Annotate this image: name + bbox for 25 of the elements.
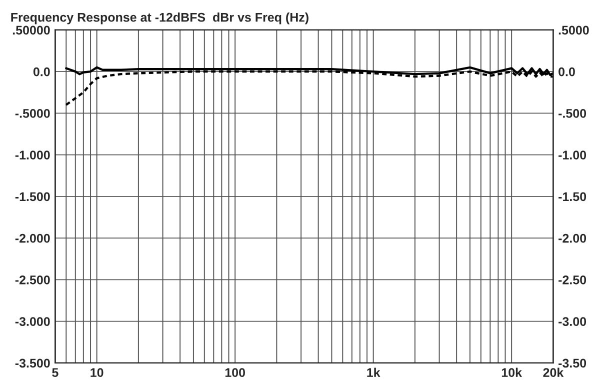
y2-tick-label: -3.00 xyxy=(558,317,586,326)
chart-title: Frequency Response at -12dBFS dBr vs Freq (Hz) xyxy=(11,12,308,24)
x-tick-label: 20k xyxy=(543,368,564,377)
y2-tick-label: 0.0 xyxy=(558,67,575,76)
y2-tick-label: -.500 xyxy=(558,109,586,118)
y-tick-label: .50000 xyxy=(12,26,50,35)
x-tick-label: 10 xyxy=(90,368,104,377)
x-tick-label: 1k xyxy=(367,368,380,377)
y2-tick-label: .5000 xyxy=(558,26,589,35)
y2-tick-label: -1.00 xyxy=(558,150,586,160)
y-tick-label: -2.500 xyxy=(15,275,50,284)
y-tick-label: -3.500 xyxy=(15,358,50,368)
x-tick-label: 100 xyxy=(225,368,245,377)
x-tick-label: 10k xyxy=(502,368,522,377)
y-tick-label: -.5000 xyxy=(15,109,50,118)
y2-tick-label: -2.50 xyxy=(558,275,586,284)
x-tick-label: 5 xyxy=(52,368,58,377)
y-tick-label: -1.000 xyxy=(15,150,50,160)
y-tick-label: -1.500 xyxy=(15,192,50,202)
y2-tick-label: -3.50 xyxy=(558,358,586,368)
y2-tick-label: -2.00 xyxy=(558,234,586,243)
y-tick-label: -3.000 xyxy=(15,317,50,326)
y2-tick-label: -1.50 xyxy=(558,192,586,202)
y-tick-label: 0.0 xyxy=(33,67,50,76)
y-tick-label: -2.000 xyxy=(15,234,50,243)
